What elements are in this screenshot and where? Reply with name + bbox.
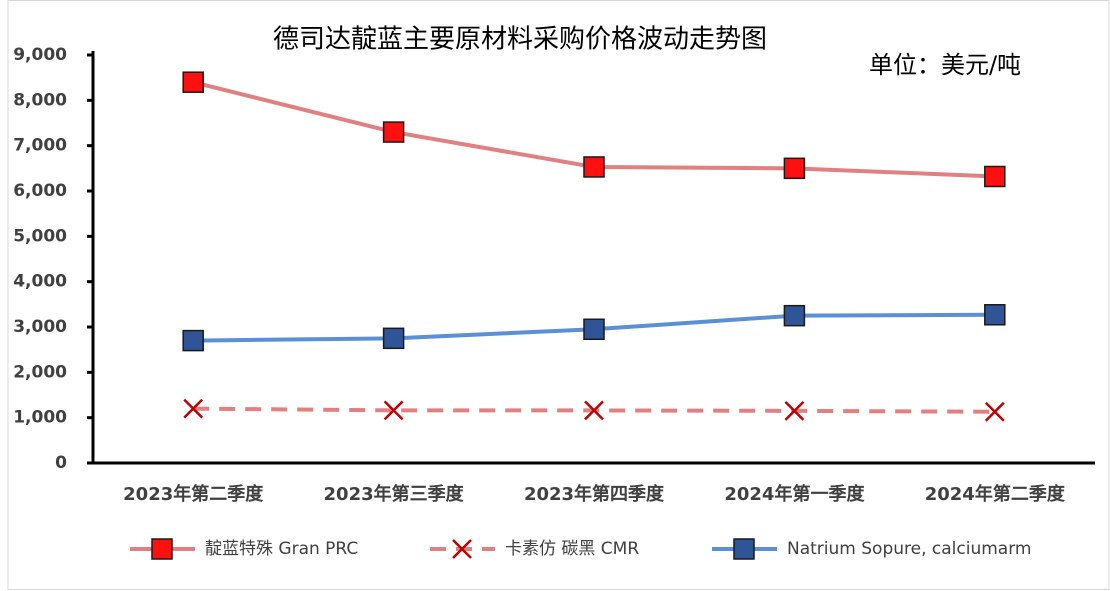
legend-label: 靛蓝特殊 Gran PRC (205, 539, 358, 559)
chart-border (7, 0, 1110, 590)
marker (584, 400, 604, 421)
marker (984, 165, 1006, 188)
legend-marker (452, 539, 472, 559)
y-tick-label: 2,000 (13, 362, 67, 382)
x-tick-label: 2023年第四季度 (524, 483, 665, 505)
y-tick-label: 7,000 (13, 136, 67, 156)
legend-marker (151, 538, 173, 560)
marker (784, 400, 805, 421)
y-tick-label: 5,000 (13, 226, 67, 246)
y-tick-label: 4,000 (13, 272, 67, 292)
marker (583, 156, 605, 178)
marker (182, 71, 204, 93)
legend-label: 卡素仿 碳黑 CMR (505, 539, 639, 559)
marker (984, 304, 1006, 326)
chart-title: 德司达靛蓝主要原材料采购价格波动走势图 (273, 25, 767, 55)
marker (583, 318, 605, 341)
x-tick-label: 2023年第二季度 (123, 483, 264, 505)
x-tick-label: 2024年第二季度 (925, 483, 1066, 505)
marker (382, 121, 405, 143)
y-tick-label: 3,000 (13, 317, 67, 337)
legend-marker (733, 538, 755, 560)
marker (183, 398, 204, 419)
marker (383, 400, 404, 421)
marker (783, 157, 806, 180)
y-tick-label: 8,000 (13, 90, 67, 110)
unit-label: 单位：美元/吨 (869, 51, 1021, 79)
marker (984, 401, 1005, 422)
legend-label: Natrium Sopure, calciumarm (787, 539, 1031, 559)
x-tick-label: 2023年第三季度 (324, 483, 465, 505)
y-tick-label: 1,000 (13, 408, 67, 428)
y-tick-label: 6,000 (13, 181, 67, 201)
y-tick-label: 9,000 (13, 45, 67, 65)
y-tick-label: 0 (55, 453, 67, 473)
marker (783, 304, 806, 327)
marker (382, 327, 405, 350)
marker (182, 329, 204, 352)
x-tick-label: 2024年第一季度 (724, 483, 865, 505)
